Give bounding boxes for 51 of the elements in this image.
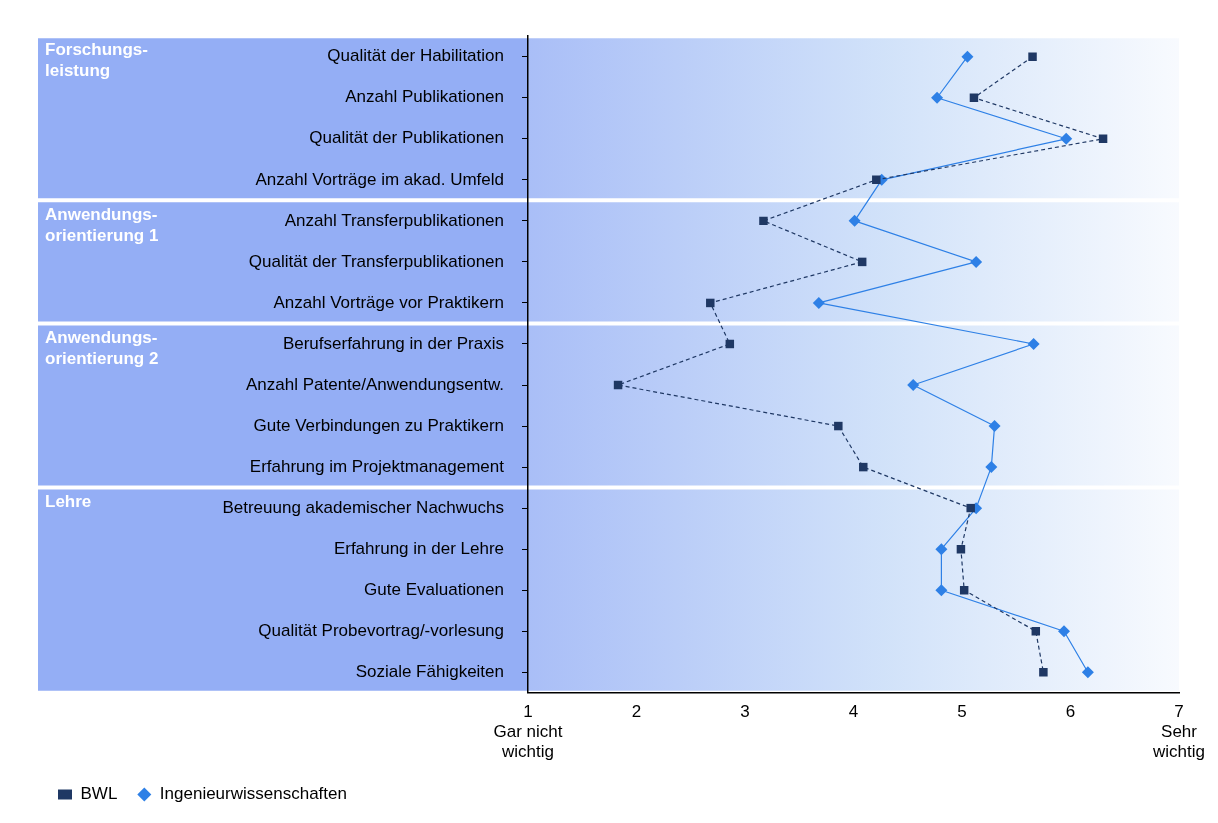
y-tick-label: Qualität der Transferpublikationen <box>248 251 504 271</box>
x-tick-label: 1 Gar nicht wichtig <box>493 701 563 762</box>
y-tick-label: Anzahl Transferpublikationen <box>284 210 504 230</box>
point <box>759 216 768 226</box>
text: Forschungs- leistung <box>45 40 148 81</box>
point <box>706 298 715 308</box>
point <box>1058 625 1071 638</box>
point <box>961 50 974 63</box>
point <box>935 584 948 597</box>
legend-label: Ingenieurwissenschaften <box>159 784 347 804</box>
point <box>1081 666 1094 679</box>
text: Lehre <box>45 491 92 511</box>
y-tick-label: Soziale Fähigkeiten <box>355 661 504 681</box>
y-tick-label: Anzahl Patente/Anwendungsentw. <box>245 374 504 394</box>
text: Anwendungs- orientierung 1 <box>45 204 159 245</box>
x-tick-label: 7 Sehr wichtig <box>1152 701 1205 762</box>
x-tick-label: 4 <box>848 701 859 721</box>
y-tick-label: Anzahl Vorträge im akad. Umfeld <box>255 169 504 189</box>
x-tick-label: 2 <box>631 701 642 721</box>
y-tick-label: Qualität der Habilitation <box>327 46 504 66</box>
y-tick-label: Betreuung akademischer Nachwuchs <box>222 497 504 517</box>
x-tick-label: 5 <box>957 701 967 721</box>
point <box>966 503 975 513</box>
y-tick-label: Berufserfahrung in der Praxis <box>282 333 504 353</box>
y-tick-label: Gute Verbindungen zu Praktikern <box>253 415 504 435</box>
point <box>812 296 825 309</box>
y-tick-label: Qualität Probevortrag/-vorlesung <box>258 620 504 640</box>
point <box>834 421 843 431</box>
y-tick-label: Erfahrung in der Lehre <box>333 538 504 558</box>
point <box>848 214 861 227</box>
point <box>859 462 868 472</box>
point <box>1060 132 1073 145</box>
point <box>988 420 1001 433</box>
point <box>935 543 948 556</box>
point <box>1039 668 1048 677</box>
y-tick-label: Anzahl Vorträge vor Praktikern <box>273 292 504 312</box>
point <box>907 379 920 392</box>
point <box>931 91 944 104</box>
legend-label: BWL <box>80 784 118 804</box>
point <box>970 255 983 268</box>
x-tick-label: 6 <box>1065 701 1076 721</box>
x-tick-label: 3 <box>740 701 750 721</box>
text: Anwendungs- orientierung 2 <box>45 327 159 368</box>
y-tick-label: Gute Evaluationen <box>364 579 504 599</box>
y-tick-label: Anzahl Publikationen <box>345 87 504 107</box>
y-tick-label: Erfahrung im Projektmanagement <box>249 456 505 476</box>
point <box>1027 337 1040 350</box>
y-tick-label: Qualität der Publikationen <box>309 128 504 148</box>
point <box>872 175 881 185</box>
point <box>985 461 998 474</box>
point <box>1028 52 1037 61</box>
